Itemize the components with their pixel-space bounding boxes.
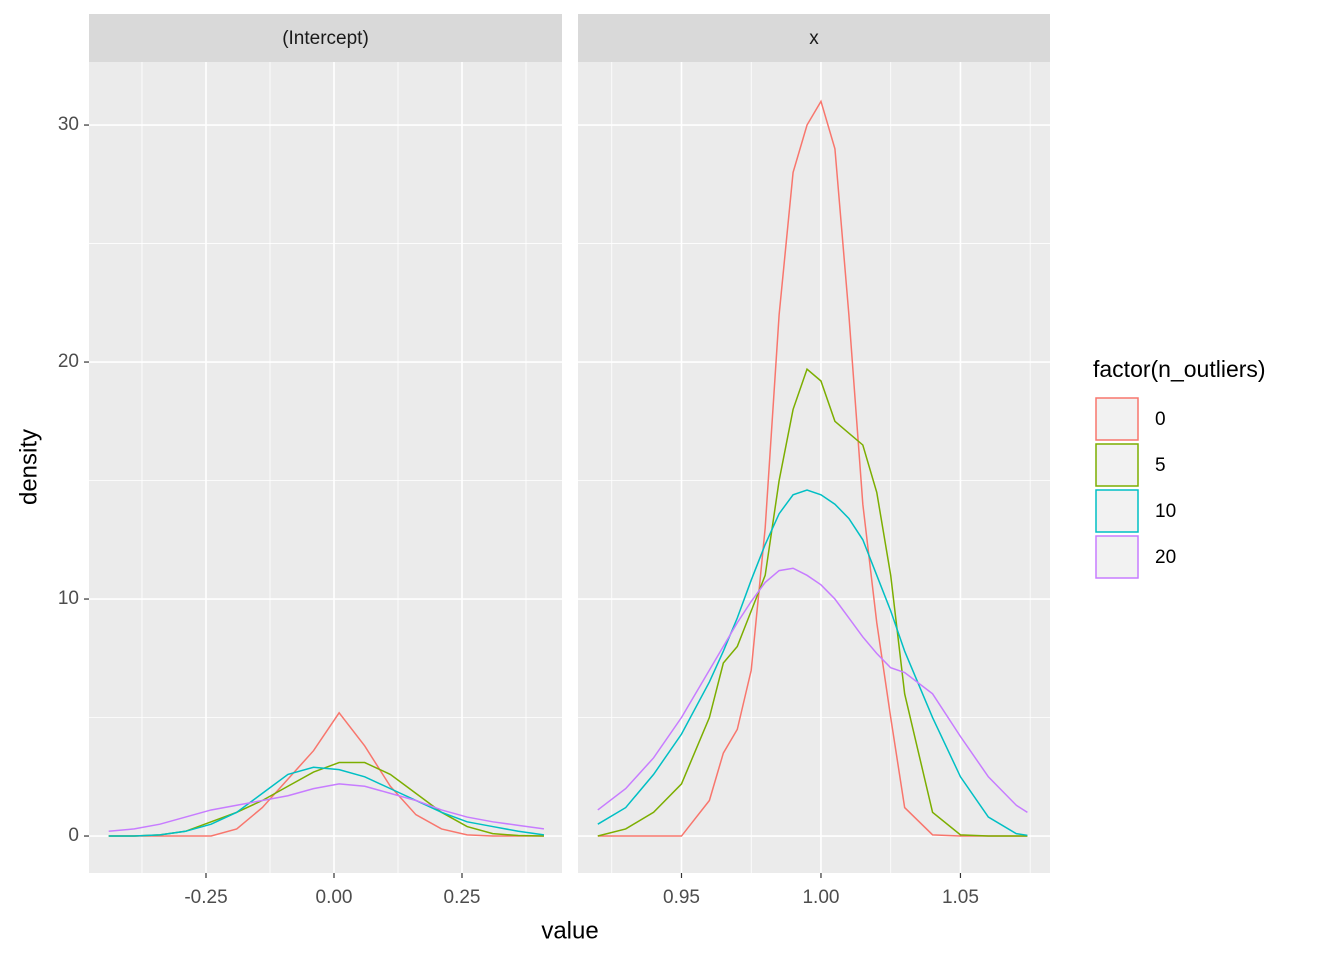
x-tick-label: 1.05 [942, 887, 979, 908]
panel-background [578, 62, 1050, 873]
x-tick-label: 0.95 [663, 887, 700, 908]
x-tick-label: 0.25 [444, 887, 481, 908]
density-line [597, 567, 1028, 813]
y-tick-label: 30 [58, 114, 79, 135]
legend-label: 0 [1155, 409, 1166, 430]
legend-label: 10 [1155, 501, 1176, 522]
x-tick-label: 0.00 [316, 887, 353, 908]
density-line [597, 367, 1028, 837]
density-line [597, 489, 1028, 837]
strip-label: x [809, 28, 819, 49]
density-line [108, 711, 544, 837]
legend-title: factor(n_outliers) [1093, 356, 1266, 382]
legend-key [1095, 443, 1139, 487]
legend-key [1095, 489, 1139, 533]
x-axis-title: value [541, 917, 598, 944]
legend-key [1095, 535, 1139, 579]
strip [578, 14, 1050, 62]
density-line [108, 766, 545, 837]
y-tick-label: 20 [58, 351, 79, 372]
density-line [108, 783, 545, 833]
x-tick-label: -0.25 [184, 887, 227, 908]
y-axis-title: density [15, 429, 42, 505]
x-tick-label: 1.00 [802, 887, 839, 908]
legend-label: 20 [1155, 547, 1176, 568]
panel-background [89, 62, 562, 873]
strip-label: (Intercept) [282, 28, 369, 49]
y-tick-label: 0 [68, 825, 79, 846]
strip [89, 14, 562, 62]
legend-key [1095, 397, 1139, 441]
y-tick-label: 10 [58, 588, 79, 609]
density-line [597, 99, 1028, 837]
legend-label: 5 [1155, 455, 1166, 476]
